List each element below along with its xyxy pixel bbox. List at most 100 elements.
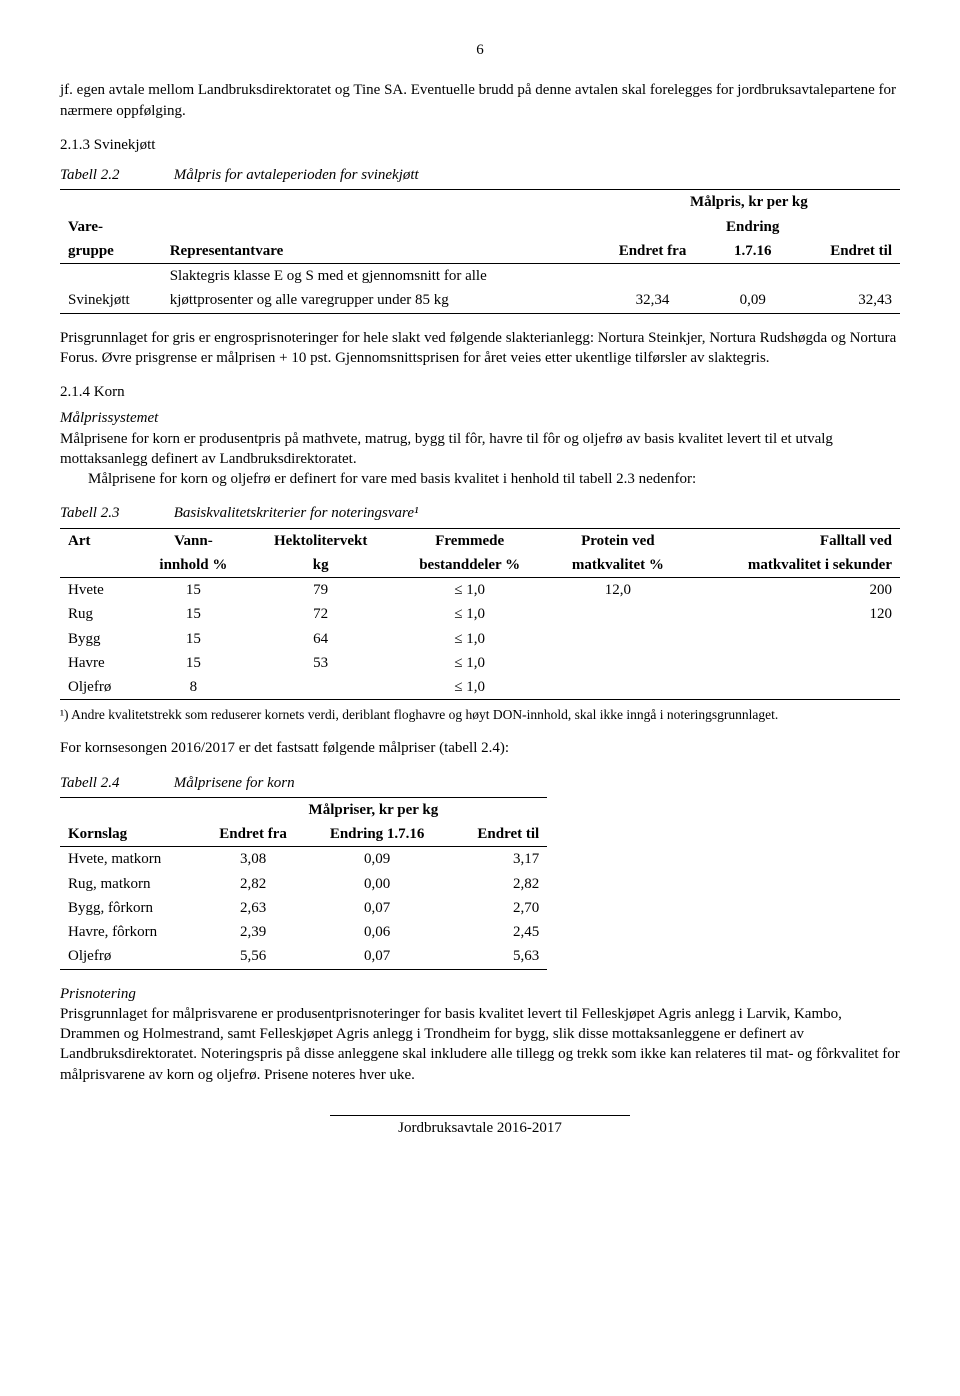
t23-h-frem1: Fremmede xyxy=(393,528,547,553)
cell: 2,82 xyxy=(448,872,547,896)
th-endretfra: Endret fra xyxy=(598,239,708,264)
cell: 12,0 xyxy=(547,578,689,603)
t22-endring: 0,09 xyxy=(707,264,798,314)
table-row: Bygg, fôrkorn 2,63 0,07 2,70 xyxy=(60,896,547,920)
cell: 2,39 xyxy=(200,920,307,944)
para-after-t23: For kornsesongen 2016/2017 er det fastsa… xyxy=(60,738,900,758)
th-varegruppe-2: gruppe xyxy=(60,239,162,264)
t22-rep-line1: Slaktegris klasse E og S med et gjennoms… xyxy=(162,264,598,289)
th-varegruppe-1: Vare- xyxy=(60,215,162,239)
th-endring-2: 1.7.16 xyxy=(707,239,798,264)
cell: ≤ 1,0 xyxy=(393,602,547,626)
cell: 2,63 xyxy=(200,896,307,920)
table22-caption-text: Målpris for avtaleperioden for svinekjøt… xyxy=(174,167,419,183)
cell: 0,07 xyxy=(306,944,447,969)
cell: 5,63 xyxy=(448,944,547,969)
cell: ≤ 1,0 xyxy=(393,675,547,700)
cell xyxy=(547,675,689,700)
table22-caption: Tabell 2.2 Målpris for avtaleperioden fo… xyxy=(60,165,900,185)
t23-h-frem2: bestanddeler % xyxy=(393,553,547,578)
cell: 15 xyxy=(138,627,249,651)
cell: 120 xyxy=(689,602,900,626)
page-footer: Jordbruksavtale 2016-2017 xyxy=(330,1115,630,1138)
cell: Havre, fôrkorn xyxy=(60,920,200,944)
cell: 8 xyxy=(138,675,249,700)
section-214-heading: 2.1.4 Korn xyxy=(60,382,900,402)
cell: 0,09 xyxy=(306,847,447,872)
t23-h-vann1: Vann- xyxy=(138,528,249,553)
cell xyxy=(547,651,689,675)
table24-superheader: Målpriser, kr per kg xyxy=(200,797,548,822)
table-row: Oljefrø 5,56 0,07 5,63 xyxy=(60,944,547,969)
t22-fra: 32,34 xyxy=(598,264,708,314)
t22-group: Svinekjøtt xyxy=(60,288,162,313)
cell xyxy=(547,627,689,651)
cell xyxy=(689,675,900,700)
cell: Bygg xyxy=(60,627,138,651)
table-row: Hvete 15 79 ≤ 1,0 12,0 200 xyxy=(60,578,900,603)
cell: 2,82 xyxy=(200,872,307,896)
cell xyxy=(689,627,900,651)
cell: Bygg, fôrkorn xyxy=(60,896,200,920)
table22-caption-num: Tabell 2.2 xyxy=(60,165,170,185)
th-endrettil: Endret til xyxy=(798,239,900,264)
cell: Oljefrø xyxy=(60,675,138,700)
table23-caption-text: Basiskvalitetskriterier for noteringsvar… xyxy=(174,505,419,521)
cell: 0,06 xyxy=(306,920,447,944)
cell: 3,17 xyxy=(448,847,547,872)
cell: Rug, matkorn xyxy=(60,872,200,896)
cell: 200 xyxy=(689,578,900,603)
cell xyxy=(547,602,689,626)
table-row: Rug, matkorn 2,82 0,00 2,82 xyxy=(60,872,547,896)
malprissystemet-p2: Målprisene for korn og oljefrø er define… xyxy=(60,469,900,489)
section-213-heading: 2.1.3 Svinekjøtt xyxy=(60,135,900,155)
t22-rep-line2: kjøttprosenter og alle varegrupper under… xyxy=(162,288,598,313)
table-22: Målpris, kr per kg Vare- Endring gruppe … xyxy=(60,189,900,313)
cell: 64 xyxy=(249,627,393,651)
cell: 5,56 xyxy=(200,944,307,969)
table-row: Oljefrø 8 ≤ 1,0 xyxy=(60,675,900,700)
table24-caption: Tabell 2.4 Målprisene for korn xyxy=(60,773,900,793)
prisnotering-body: Prisgrunnlaget for målprisvarene er prod… xyxy=(60,1004,900,1085)
cell: 2,70 xyxy=(448,896,547,920)
t24-h-til: Endret til xyxy=(448,822,547,847)
t23-h-vann2: innhold % xyxy=(138,553,249,578)
cell: 53 xyxy=(249,651,393,675)
cell: Rug xyxy=(60,602,138,626)
cell: Oljefrø xyxy=(60,944,200,969)
t23-h-fall2: matkvalitet i sekunder xyxy=(689,553,900,578)
table23-caption: Tabell 2.3 Basiskvalitetskriterier for n… xyxy=(60,503,900,523)
table-24: Målpriser, kr per kg Kornslag Endret fra… xyxy=(60,797,547,970)
cell: ≤ 1,0 xyxy=(393,578,547,603)
page-number: 6 xyxy=(60,40,900,60)
malprissystemet-heading: Målprissystemet xyxy=(60,408,900,428)
table-row: Havre 15 53 ≤ 1,0 xyxy=(60,651,900,675)
table-23: Art Vann- Hektolitervekt Fremmede Protei… xyxy=(60,528,900,701)
t23-h-fall1: Falltall ved xyxy=(689,528,900,553)
t23-h-hl2: kg xyxy=(249,553,393,578)
para-after-t22: Prisgrunnlaget for gris er engrosprisnot… xyxy=(60,328,900,369)
table23-caption-num: Tabell 2.3 xyxy=(60,503,170,523)
th-endring-1: Endring xyxy=(707,215,798,239)
cell: 79 xyxy=(249,578,393,603)
table22-superheader: Målpris, kr per kg xyxy=(598,190,900,215)
cell: Hvete, matkorn xyxy=(60,847,200,872)
cell: 0,00 xyxy=(306,872,447,896)
table24-caption-num: Tabell 2.4 xyxy=(60,773,170,793)
t23-h-protein1: Protein ved xyxy=(547,528,689,553)
cell: 0,07 xyxy=(306,896,447,920)
table-row: Rug 15 72 ≤ 1,0 120 xyxy=(60,602,900,626)
cell: 15 xyxy=(138,602,249,626)
cell: Havre xyxy=(60,651,138,675)
table-row: Bygg 15 64 ≤ 1,0 xyxy=(60,627,900,651)
cell: 15 xyxy=(138,651,249,675)
cell: 3,08 xyxy=(200,847,307,872)
cell xyxy=(689,651,900,675)
cell: 72 xyxy=(249,602,393,626)
t24-h-endring: Endring 1.7.16 xyxy=(306,822,447,847)
table24-caption-text: Målprisene for korn xyxy=(174,775,295,791)
t24-h-fra: Endret fra xyxy=(200,822,307,847)
table-row: Hvete, matkorn 3,08 0,09 3,17 xyxy=(60,847,547,872)
t24-h-kornslag: Kornslag xyxy=(60,822,200,847)
t23-h-hl1: Hektolitervekt xyxy=(249,528,393,553)
